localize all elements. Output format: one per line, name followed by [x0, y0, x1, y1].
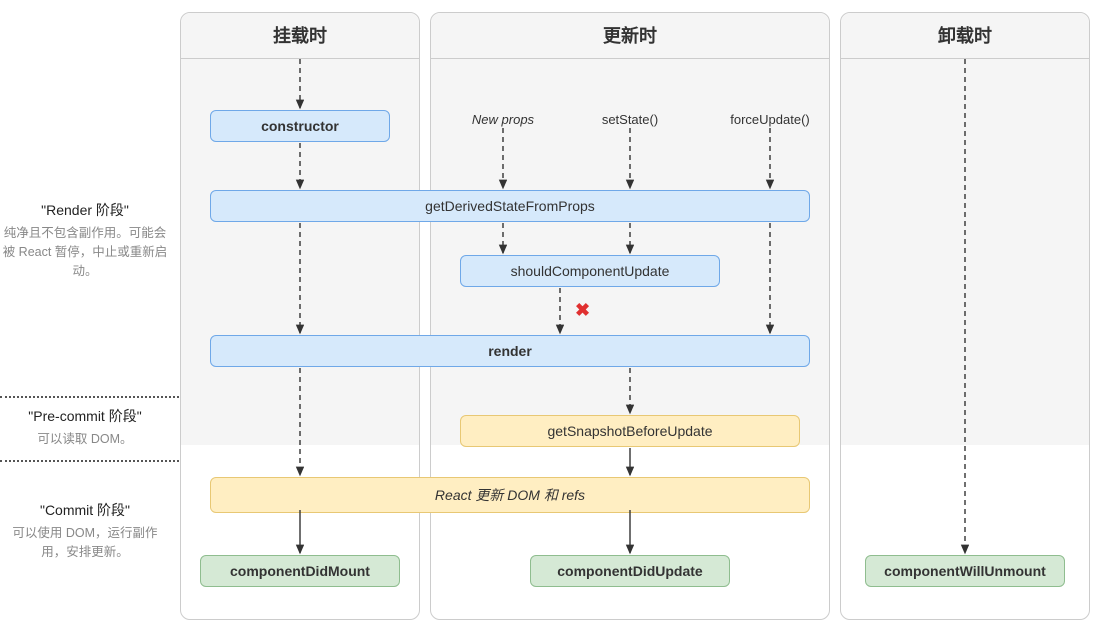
node-componentDidUpdate[interactable]: componentDidUpdate [530, 555, 730, 587]
trigger-set-state: setState() [580, 112, 680, 127]
column-update-header: 更新时 [431, 13, 829, 59]
phase-render-desc: 纯净且不包含副作用。可能会被 React 暂停，中止或重新启动。 [0, 224, 170, 280]
node-getDerivedStateFromProps[interactable]: getDerivedStateFromProps [210, 190, 810, 222]
phase-precommit-title: "Pre-commit 阶段" [0, 406, 170, 426]
phase-render-title: "Render 阶段" [0, 200, 170, 220]
trigger-new-props: New props [458, 112, 548, 127]
node-componentDidMount[interactable]: componentDidMount [200, 555, 400, 587]
phase-render: "Render 阶段" 纯净且不包含副作用。可能会被 React 暂停，中止或重… [0, 200, 170, 280]
phase-commit-desc: 可以使用 DOM，运行副作用，安排更新。 [0, 524, 170, 562]
node-shouldComponentUpdate[interactable]: shouldComponentUpdate [460, 255, 720, 287]
x-icon: ✖ [575, 300, 590, 321]
node-constructor[interactable]: constructor [210, 110, 390, 142]
node-componentWillUnmount[interactable]: componentWillUnmount [865, 555, 1065, 587]
column-unmount-grayzone [841, 59, 1089, 445]
column-update: 更新时 [430, 12, 830, 620]
phase-commit: "Commit 阶段" 可以使用 DOM，运行副作用，安排更新。 [0, 500, 170, 562]
phase-precommit: "Pre-commit 阶段" 可以读取 DOM。 [0, 406, 170, 449]
phase-precommit-desc: 可以读取 DOM。 [0, 430, 170, 449]
phase-commit-title: "Commit 阶段" [0, 500, 170, 520]
node-getSnapshotBeforeUpdate[interactable]: getSnapshotBeforeUpdate [460, 415, 800, 447]
divider-1 [0, 396, 179, 398]
sidebar: "Render 阶段" 纯净且不包含副作用。可能会被 React 暂停，中止或重… [0, 0, 180, 627]
node-react-updates: React 更新 DOM 和 refs [210, 477, 810, 513]
trigger-force-update: forceUpdate() [715, 112, 825, 127]
divider-2 [0, 460, 179, 462]
node-render[interactable]: render [210, 335, 810, 367]
column-mount: 挂载时 [180, 12, 420, 620]
column-unmount-header: 卸载时 [841, 13, 1089, 59]
column-unmount: 卸载时 [840, 12, 1090, 620]
column-mount-header: 挂载时 [181, 13, 419, 59]
